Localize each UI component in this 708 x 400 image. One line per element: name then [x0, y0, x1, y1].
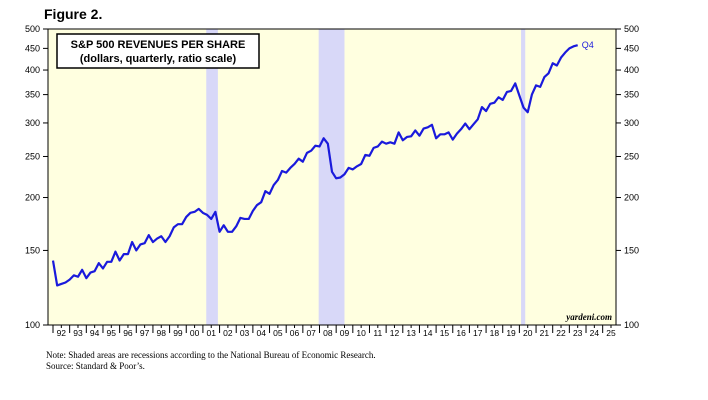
y-label-right-100: 100: [624, 320, 639, 330]
x-label-24: 24: [590, 328, 600, 338]
plot-frame: [47, 28, 617, 326]
x-label-05: 05: [273, 328, 283, 338]
y-label-right-200: 200: [624, 193, 639, 203]
x-label-25: 25: [606, 328, 616, 338]
watermark-yardeni: yardeni.com: [565, 312, 612, 322]
x-label-09: 09: [340, 328, 350, 338]
x-label-06: 06: [290, 328, 300, 338]
y-label-left-500: 500: [25, 24, 40, 34]
x-label-01: 01: [207, 328, 217, 338]
x-label-99: 99: [173, 328, 183, 338]
x-label-16: 16: [456, 328, 466, 338]
x-label-93: 93: [73, 328, 83, 338]
x-label-20: 20: [523, 328, 533, 338]
x-axis: 92 93 94 95 96 97 98 99 00 01 02 03 04 05 06 07 08 09 10 11…: [52, 325, 616, 338]
y-label-left-100: 100: [25, 320, 40, 330]
x-label-21: 21: [540, 328, 550, 338]
x-label-08: 08: [323, 328, 333, 338]
x-label-23: 23: [573, 328, 583, 338]
note-recessions: Note: Shaded areas are recessions accord…: [46, 350, 376, 360]
x-label-04: 04: [256, 328, 266, 338]
y-label-left-400: 400: [25, 65, 40, 75]
x-label-00: 00: [190, 328, 200, 338]
recession-bands: [206, 29, 526, 325]
y-axis-right: 100 150 200 250 300 350 400 450 500: [624, 24, 639, 330]
y-label-right-300: 300: [624, 118, 639, 128]
x-label-19: 19: [506, 328, 516, 338]
x-label-14: 14: [423, 328, 433, 338]
y-label-left-150: 150: [25, 245, 40, 255]
y-label-right-400: 400: [624, 65, 639, 75]
figure-label: Figure 2.: [44, 6, 103, 22]
chart-title-box: S&P 500 REVENUES PER SHARE (dollars, qua…: [56, 33, 260, 69]
y-axis-left: 100 150 200 250 300 350 400 450 500: [25, 24, 40, 330]
y-label-left-300: 300: [25, 118, 40, 128]
x-label-92: 92: [57, 328, 67, 338]
x-label-22: 22: [556, 328, 566, 338]
x-label-11: 11: [373, 328, 382, 338]
y-label-left-450: 450: [25, 43, 40, 53]
x-label-07: 07: [306, 328, 316, 338]
y-label-left-350: 350: [25, 90, 40, 100]
note-source: Source: Standard & Poor’s.: [46, 361, 145, 371]
y-label-right-150: 150: [624, 245, 639, 255]
x-label-15: 15: [440, 328, 450, 338]
x-label-12: 12: [390, 328, 400, 338]
x-label-13: 13: [406, 328, 416, 338]
x-label-17: 17: [473, 328, 483, 338]
revenues-series-line: [51, 44, 578, 287]
x-label-97: 97: [140, 328, 150, 338]
x-label-10: 10: [356, 328, 366, 338]
recession-band-3: [521, 29, 526, 325]
chart-notes: Note: Shaded areas are recessions accord…: [46, 350, 376, 372]
x-label-18: 18: [490, 328, 500, 338]
recession-band-1: [206, 29, 218, 325]
x-label-94: 94: [90, 328, 100, 338]
x-label-98: 98: [157, 328, 167, 338]
x-label-96: 96: [123, 328, 133, 338]
end-label-q4: Q4: [582, 40, 594, 50]
y-label-left-200: 200: [25, 193, 40, 203]
y-label-right-500: 500: [624, 24, 639, 34]
x-label-03: 03: [240, 328, 250, 338]
y-label-left-250: 250: [25, 151, 40, 161]
chart-title: S&P 500 REVENUES PER SHARE: [71, 39, 246, 51]
x-label-02: 02: [223, 328, 233, 338]
y-label-right-250: 250: [624, 151, 639, 161]
y-label-right-350: 350: [624, 90, 639, 100]
chart-subtitle: (dollars, quarterly, ratio scale): [80, 53, 237, 65]
x-label-95: 95: [107, 328, 117, 338]
y-label-right-450: 450: [624, 43, 639, 53]
y-tick-marks: [43, 28, 621, 326]
